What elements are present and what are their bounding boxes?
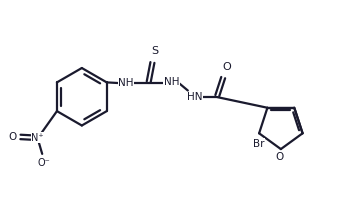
Text: O: O — [223, 62, 231, 72]
Text: O: O — [275, 152, 284, 162]
Text: N⁺: N⁺ — [32, 133, 44, 143]
Text: HN: HN — [187, 92, 202, 102]
Text: Br: Br — [253, 139, 265, 149]
Text: NH: NH — [118, 78, 134, 88]
Text: O: O — [9, 132, 17, 142]
Text: NH: NH — [164, 77, 180, 87]
Text: O⁻: O⁻ — [37, 158, 50, 168]
Text: S: S — [151, 46, 158, 56]
